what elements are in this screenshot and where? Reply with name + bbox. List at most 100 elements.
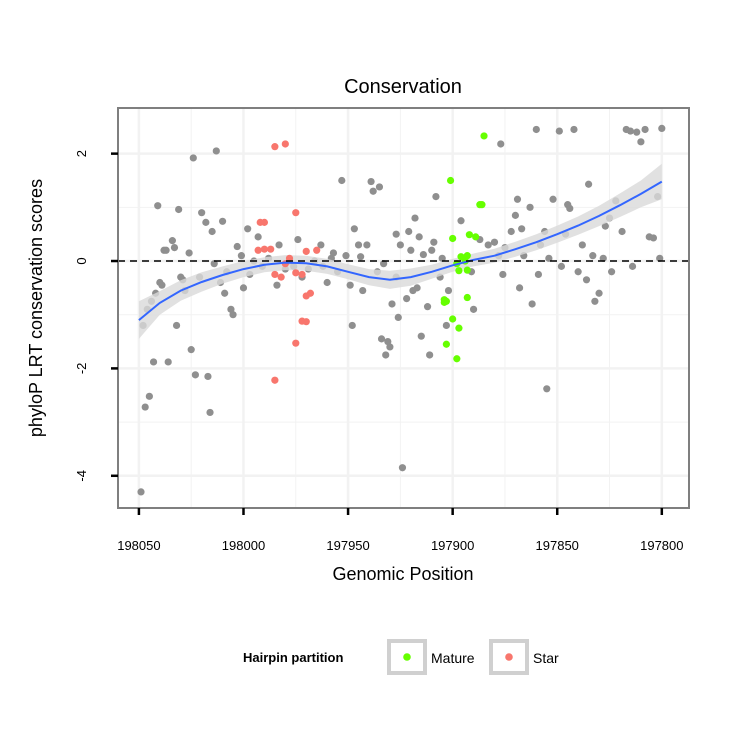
x-tick-label: 197900 [431,538,474,553]
data-point-unannotated [229,311,237,319]
data-point-unannotated [212,147,220,155]
data-point-unannotated [394,313,402,321]
data-point-unannotated [377,335,386,343]
data-point-unannotated [658,124,666,133]
data-point-unannotated [380,260,388,268]
data-point-unannotated [382,351,390,359]
data-point-unannotated [403,295,411,303]
data-point-unannotated [626,127,635,135]
data-point-unannotated [233,242,241,251]
data-point-unannotated [342,252,350,260]
x-tick-label: 197850 [536,538,579,553]
data-point-unannotated [518,225,526,233]
data-point-unannotated [641,125,649,134]
data-point-unannotated [411,214,419,222]
data-point-unannotated [649,234,658,242]
data-point-unannotated [158,281,166,289]
data-point-unannotated [628,262,637,270]
data-point-unannotated [369,187,377,195]
data-point-unannotated [239,284,248,292]
data-point-star [285,254,294,262]
data-point-unannotated [656,254,664,262]
legend: Hairpin partition Mature Star [243,639,559,675]
data-point-unannotated [189,154,197,162]
legend-key-mature-dot [403,653,411,661]
data-point-star [281,140,289,148]
data-point-unannotated [499,270,507,279]
data-point-unannotated [396,241,404,249]
data-point-unannotated [149,358,158,366]
data-point-unannotated [419,250,427,259]
data-point-unannotated [507,227,515,236]
data-point-unannotated [442,321,450,330]
data-point-mature [478,201,486,209]
data-point-star [260,245,269,253]
data-point-unannotated [549,195,557,203]
data-point-unannotated [415,233,423,241]
data-point-unannotated [348,321,356,330]
legend-title: Hairpin partition [243,650,343,665]
data-point-star [292,339,300,347]
data-point-unannotated [294,235,302,244]
data-point-unannotated [237,252,246,260]
data-point-unannotated [608,268,616,276]
data-point-mature [446,176,455,185]
data-point-unannotated [570,125,578,134]
data-point-unannotated [338,176,346,185]
data-point-star [271,270,279,279]
data-point-unannotated [532,125,540,134]
panel-background [118,108,689,508]
data-point-unannotated [168,237,176,245]
data-point-unannotated [346,281,354,289]
data-point-unannotated [354,241,363,249]
data-point-mature [442,340,450,348]
data-point-unannotated [137,488,145,496]
data-point-unannotated [545,254,553,262]
data-point-unannotated [599,254,607,262]
data-point-star [277,273,285,281]
x-tick-label: 197950 [326,538,369,553]
data-point-unannotated [528,300,536,308]
legend-key-star-dot [505,653,513,661]
data-point-mature [480,132,488,140]
data-point-unannotated [273,281,281,289]
plot-panel [117,107,690,509]
x-axis: 198050 198000 197950 197900 197850 197800 [117,508,684,553]
x-tick-label: 198000 [222,538,265,553]
data-point-unannotated [490,238,499,246]
data-point-unannotated [601,222,609,230]
data-point-unannotated [392,230,400,238]
data-point-unannotated [162,246,170,254]
data-point-unannotated [323,278,331,287]
legend-label-mature: Mature [431,650,475,666]
y-tick-label: -2 [74,363,89,375]
data-point-unannotated [591,297,599,305]
data-point-mature [455,267,463,275]
data-point-unannotated [170,243,179,252]
data-point-unannotated [405,227,413,236]
data-point-unannotated [534,270,543,279]
data-point-unannotated [574,268,582,276]
data-point-unannotated [244,225,252,233]
data-point-unannotated [637,138,645,146]
data-point-star [302,318,310,326]
data-point-unannotated [172,321,181,330]
data-point-unannotated [557,262,566,270]
data-point-mature [449,315,457,323]
data-point-unannotated [154,202,162,210]
y-tick-label: 2 [74,150,89,157]
data-point-unannotated [428,246,436,254]
data-point-unannotated [417,332,425,340]
data-point-unannotated [578,241,586,249]
data-point-unannotated [208,227,216,236]
data-point-unannotated [497,140,505,148]
x-tick-label: 198050 [117,538,160,553]
data-point-star [292,269,300,277]
legend-key-star: Star [489,639,559,675]
data-point-unannotated [350,225,358,233]
data-point-unannotated [191,371,199,379]
data-point-unannotated [423,303,432,311]
data-point-unannotated [438,254,446,262]
data-point-unannotated [187,346,195,354]
